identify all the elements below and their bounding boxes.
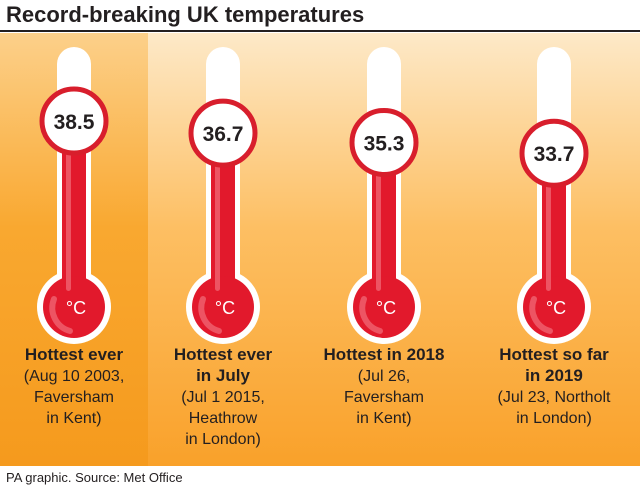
value-label: 33.7 xyxy=(534,143,575,166)
unit-label: °C xyxy=(215,298,235,318)
unit-label: °C xyxy=(376,298,396,318)
category-detail: in Kent) xyxy=(356,410,411,427)
source-note: PA graphic. Source: Met Office xyxy=(6,470,183,485)
category-detail: in London) xyxy=(185,431,261,448)
unit-label: °C xyxy=(546,298,566,318)
category-detail: in Kent) xyxy=(46,410,101,427)
title-rule xyxy=(0,30,640,32)
value-badge xyxy=(519,118,589,188)
bulb-highlight xyxy=(359,296,383,334)
value-badge xyxy=(39,86,109,156)
category-label: Hottest ever xyxy=(25,345,124,364)
category-detail: (Jul 26, xyxy=(358,368,410,385)
category-detail: Faversham xyxy=(344,389,424,406)
value-label: 38.5 xyxy=(54,111,95,134)
thermometer-chart: °C 38.5 Hottest ever (Aug 10 2003, Faversham… xyxy=(24,47,611,448)
value-badge xyxy=(188,98,258,168)
value-badge xyxy=(349,107,419,177)
category-detail: Faversham xyxy=(34,389,114,406)
category-label: Hottest in 2018 xyxy=(324,345,445,364)
bulb-highlight xyxy=(529,296,553,334)
value-label: 36.7 xyxy=(203,123,244,146)
category-label: in July xyxy=(196,366,250,385)
category-detail: (Jul 23, Northolt xyxy=(498,389,611,406)
category-label: Hottest so far xyxy=(499,345,609,364)
category-label: in 2019 xyxy=(525,366,583,385)
value-label: 35.3 xyxy=(364,132,405,155)
category-detail: (Aug 10 2003, xyxy=(24,368,125,385)
category-detail: (Jul 1 2015, xyxy=(181,389,265,406)
category-detail: Heathrow xyxy=(189,410,258,427)
bulb-highlight xyxy=(198,296,222,334)
page-title: Record-breaking UK temperatures xyxy=(6,2,365,27)
category-label: Hottest ever xyxy=(174,345,273,364)
unit-label: °C xyxy=(66,298,86,318)
bulb-highlight xyxy=(49,296,73,334)
category-detail: in London) xyxy=(516,410,592,427)
